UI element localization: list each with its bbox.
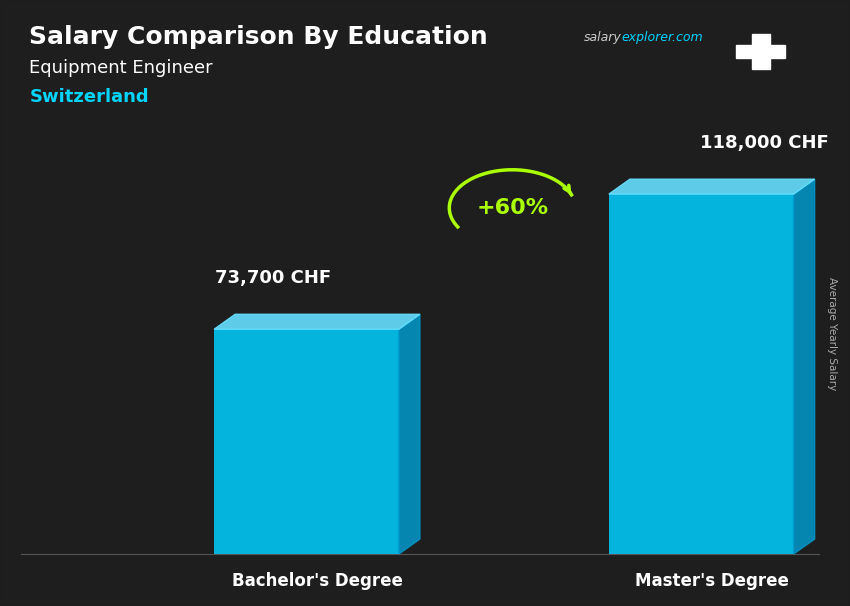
Text: Switzerland: Switzerland (30, 88, 149, 106)
Text: Salary Comparison By Education: Salary Comparison By Education (30, 25, 488, 49)
Polygon shape (794, 179, 814, 554)
Bar (751, 34, 770, 69)
Polygon shape (609, 179, 814, 194)
Text: Bachelor's Degree: Bachelor's Degree (231, 572, 402, 590)
Text: +60%: +60% (476, 198, 548, 218)
Text: Average Yearly Salary: Average Yearly Salary (827, 277, 837, 390)
Polygon shape (214, 315, 420, 329)
FancyBboxPatch shape (609, 194, 794, 554)
Polygon shape (399, 315, 420, 554)
Text: explorer.com: explorer.com (621, 30, 703, 44)
FancyBboxPatch shape (214, 329, 399, 554)
Text: 73,700 CHF: 73,700 CHF (215, 270, 331, 287)
Text: Equipment Engineer: Equipment Engineer (30, 59, 213, 77)
Text: 118,000 CHF: 118,000 CHF (700, 135, 829, 152)
Bar (736, 45, 785, 58)
Text: Master's Degree: Master's Degree (635, 572, 789, 590)
Text: salary: salary (584, 30, 621, 44)
